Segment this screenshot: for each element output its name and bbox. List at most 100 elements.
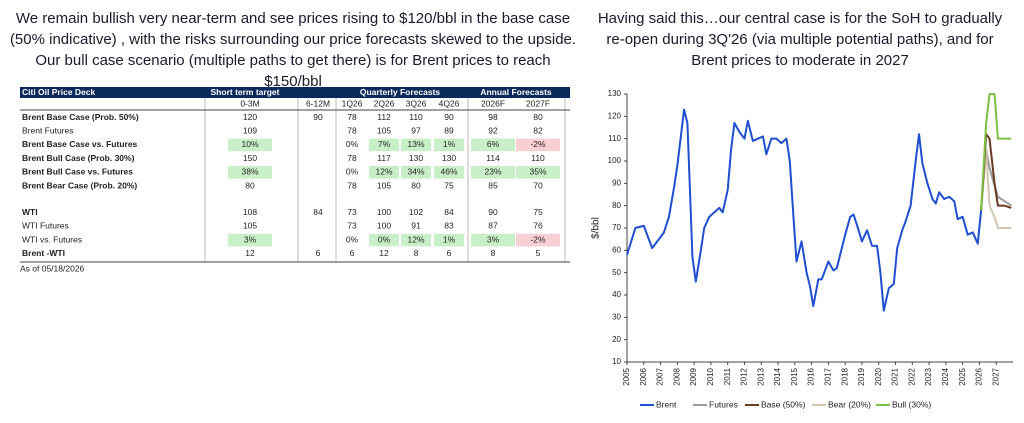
cell: 120 <box>243 112 257 122</box>
cell: 130 <box>442 153 456 163</box>
table-note: As of 05/18/2026 <box>20 263 85 273</box>
x-tick-label: 2027 <box>991 367 1000 385</box>
cell: 105 <box>377 180 391 190</box>
y-tick-label: 30 <box>612 312 621 321</box>
cell-highlight <box>401 166 431 179</box>
column-header: 2027F <box>526 98 550 108</box>
row-label: WTI vs. Futures <box>22 234 82 244</box>
cell: 80 <box>245 180 255 190</box>
cell: 73 <box>347 221 357 231</box>
y-tick-label: 60 <box>612 245 621 254</box>
cell: 70 <box>533 180 543 190</box>
cell: 105 <box>377 125 391 135</box>
cell: 108 <box>243 207 257 217</box>
y-tick-label: 120 <box>608 111 622 120</box>
series-line <box>626 108 983 312</box>
x-tick-label: 2005 <box>622 367 631 385</box>
cell: 90 <box>488 207 498 217</box>
cell: 0% <box>346 139 359 149</box>
table-header-band <box>20 87 570 98</box>
x-tick-label: 2006 <box>639 367 648 385</box>
cell: 23% <box>484 167 501 177</box>
legend-label: Futures <box>709 399 738 409</box>
left-text: We remain bullish very near-term and see… <box>9 10 577 90</box>
y-tick-label: 70 <box>612 223 621 232</box>
x-tick-label: 2010 <box>706 367 715 385</box>
row-label: Brent Bull Case vs. Futures <box>22 167 133 177</box>
cell: 97 <box>411 125 421 135</box>
cell: 89 <box>444 125 454 135</box>
x-tick-label: 2009 <box>689 367 698 385</box>
cell-highlight <box>471 138 515 152</box>
cell: 105 <box>243 221 257 231</box>
y-tick-label: 110 <box>608 134 621 143</box>
cell: 78 <box>347 153 357 163</box>
row-label: Brent Bear Case (Prob. 20%) <box>22 180 137 190</box>
cell: 5 <box>536 248 541 258</box>
cell: 8 <box>491 248 496 258</box>
row-label: Brent Base Case vs. Futures <box>22 139 138 149</box>
cell-highlight <box>401 233 431 247</box>
x-tick-label: 2025 <box>958 367 967 385</box>
x-tick-label: 2024 <box>941 367 950 385</box>
right-text: Having said this…our central case is for… <box>597 10 1003 69</box>
x-tick-label: 2019 <box>857 367 866 385</box>
row-label: WTI <box>22 207 38 217</box>
x-tick-label: 2008 <box>672 367 681 385</box>
y-tick-label: 130 <box>608 89 622 98</box>
y-tick-label: 20 <box>612 335 621 344</box>
cell: 0% <box>378 234 391 244</box>
column-header: 1Q26 <box>342 98 363 108</box>
cell: 83 <box>444 221 454 231</box>
column-header: 2026F <box>481 98 505 108</box>
cell-highlight <box>434 166 464 179</box>
cell: 112 <box>377 112 391 122</box>
cell: 90 <box>313 112 323 122</box>
cell: 80 <box>533 112 543 122</box>
table-title: Citi Oil Price Deck <box>22 87 95 97</box>
cell: 84 <box>313 207 323 217</box>
cell: 6 <box>447 248 452 258</box>
legend-label: Bull (30%) <box>892 399 931 409</box>
y-tick-label: 10 <box>612 357 621 366</box>
row-label: Brent -WTI <box>22 248 65 258</box>
cell: 0% <box>346 234 359 244</box>
cell-highlight <box>369 138 399 152</box>
y-tick-label: 50 <box>612 268 621 277</box>
cell-highlight <box>228 166 272 179</box>
cell: 85 <box>488 180 498 190</box>
cell-highlight <box>434 138 464 152</box>
cell-highlight <box>369 233 399 247</box>
legend-label: Brent <box>656 399 677 409</box>
x-tick-label: 2014 <box>773 367 782 385</box>
y-tick-label: 90 <box>612 178 621 187</box>
cell: 6 <box>350 248 355 258</box>
x-tick-label: 2026 <box>975 367 984 385</box>
cell: 150 <box>243 153 257 163</box>
cell-highlight <box>516 166 560 179</box>
cell: 12% <box>375 167 392 177</box>
cell: 75 <box>444 180 454 190</box>
cell-highlight <box>369 166 399 179</box>
cell: -2% <box>530 234 546 244</box>
cell: 82 <box>533 125 543 135</box>
x-tick-label: 2021 <box>891 367 900 385</box>
column-header: 3Q26 <box>406 98 427 108</box>
cell: 12 <box>245 248 255 258</box>
cell: 84 <box>444 207 454 217</box>
x-tick-label: 2007 <box>656 367 665 385</box>
cell: 76 <box>533 221 543 231</box>
cell-highlight <box>471 233 515 247</box>
cell: 78 <box>347 112 357 122</box>
row-label: WTI Futures <box>22 221 69 231</box>
cell: 75 <box>533 207 543 217</box>
cell: 1% <box>443 234 456 244</box>
cell: 109 <box>243 125 257 135</box>
cell: 90 <box>444 112 454 122</box>
cell-highlight <box>516 138 560 152</box>
cell: 78 <box>347 125 357 135</box>
series-line <box>980 148 1012 229</box>
series-line <box>980 93 1012 211</box>
x-tick-label: 2013 <box>756 367 765 385</box>
